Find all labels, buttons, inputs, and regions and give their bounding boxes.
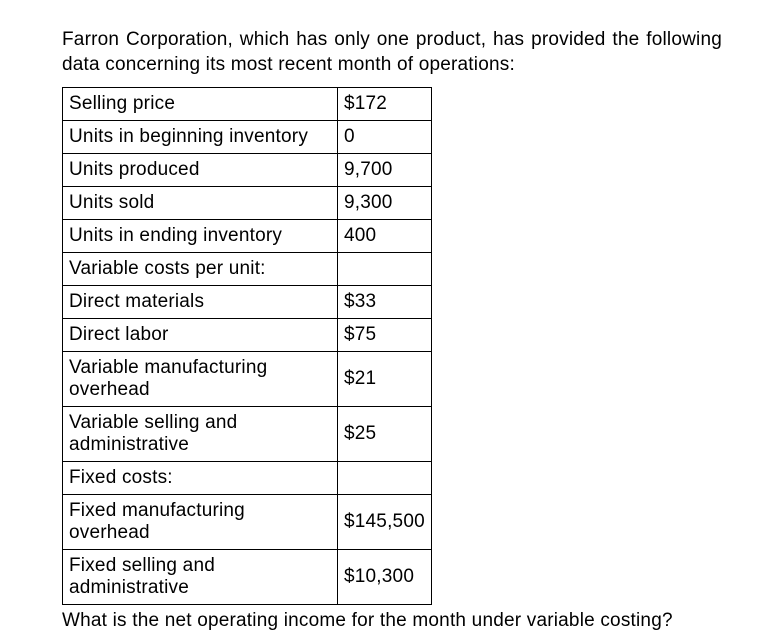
row-value: $25 [338,407,432,462]
row-value: $75 [338,319,432,352]
data-table-body: Selling price $172 Units in beginning in… [63,88,432,605]
row-label: Units produced [63,154,338,187]
row-value: 9,700 [338,154,432,187]
row-value [338,462,432,495]
table-row: Units sold 9,300 [63,187,432,220]
table-row: Fixed manufacturing overhead $145,500 [63,495,432,550]
row-label: Selling price [63,88,338,121]
data-table: Selling price $172 Units in beginning in… [62,87,432,605]
row-label: Units sold [63,187,338,220]
row-value: $172 [338,88,432,121]
row-value: 400 [338,220,432,253]
row-value: 9,300 [338,187,432,220]
row-value: $21 [338,352,432,407]
row-label: Fixed costs: [63,462,338,495]
page-container: Farron Corporation, which has only one p… [0,0,784,607]
row-label: Units in ending inventory [63,220,338,253]
table-row: Fixed selling and administrative $10,300 [63,550,432,605]
row-value: $145,500 [338,495,432,550]
row-label: Variable selling and administrative [63,407,338,462]
question-text: What is the net operating income for the… [62,609,722,634]
intro-text: Farron Corporation, which has only one p… [62,28,722,77]
row-value [338,253,432,286]
row-label: Variable manufacturing overhead [63,352,338,407]
table-row: Direct materials $33 [63,286,432,319]
row-label: Units in beginning inventory [63,121,338,154]
row-label: Fixed manufacturing overhead [63,495,338,550]
table-row: Units in beginning inventory 0 [63,121,432,154]
table-row: Variable manufacturing overhead $21 [63,352,432,407]
table-row: Fixed costs: [63,462,432,495]
row-label: Variable costs per unit: [63,253,338,286]
row-label: Fixed selling and administrative [63,550,338,605]
row-value: 0 [338,121,432,154]
table-row: Units produced 9,700 [63,154,432,187]
table-row: Units in ending inventory 400 [63,220,432,253]
table-row: Variable selling and administrative $25 [63,407,432,462]
table-row: Direct labor $75 [63,319,432,352]
table-row: Variable costs per unit: [63,253,432,286]
table-row: Selling price $172 [63,88,432,121]
row-value: $33 [338,286,432,319]
row-value: $10,300 [338,550,432,605]
row-label: Direct labor [63,319,338,352]
row-label: Direct materials [63,286,338,319]
